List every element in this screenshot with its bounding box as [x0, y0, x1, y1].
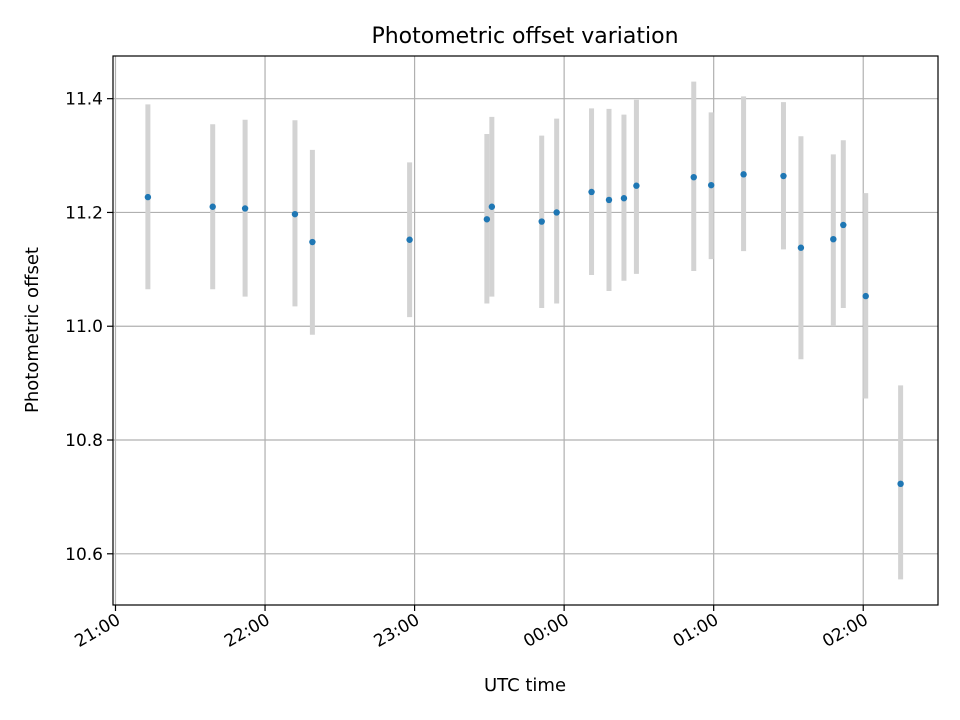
data-point	[291, 210, 299, 218]
data-point	[553, 209, 560, 216]
data-points	[144, 171, 904, 488]
y-axis: 10.6 10.8 11.0 11.2 11.4	[65, 90, 113, 565]
data-point	[897, 480, 904, 488]
y-axis-label: Photometric offset	[22, 247, 43, 413]
data-point	[488, 203, 496, 210]
y-tick-label: 10.8	[65, 431, 103, 451]
y-tick-label: 11.4	[65, 90, 103, 110]
data-point	[690, 173, 697, 181]
y-tick-label: 11.2	[65, 203, 103, 223]
data-point	[830, 235, 837, 243]
chart-title: Photometric offset variation	[371, 24, 678, 49]
data-point	[483, 216, 491, 223]
x-axis-label: UTC time	[484, 675, 566, 696]
data-point	[862, 292, 869, 300]
data-point	[707, 181, 715, 189]
y-tick-label: 11.0	[65, 317, 103, 337]
data-point	[209, 203, 216, 210]
data-point	[740, 171, 747, 178]
data-point	[538, 218, 545, 225]
data-point	[588, 188, 595, 196]
data-point	[797, 244, 805, 251]
data-point	[633, 182, 640, 189]
y-tick-label: 10.6	[65, 545, 103, 565]
data-point	[605, 196, 613, 204]
data-point	[406, 236, 413, 243]
data-point	[620, 195, 628, 202]
data-point	[241, 205, 249, 212]
plot-area-frame	[112, 55, 939, 606]
data-point	[144, 193, 152, 201]
data-point	[840, 221, 847, 229]
data-point	[780, 172, 787, 180]
data-point	[309, 238, 316, 246]
